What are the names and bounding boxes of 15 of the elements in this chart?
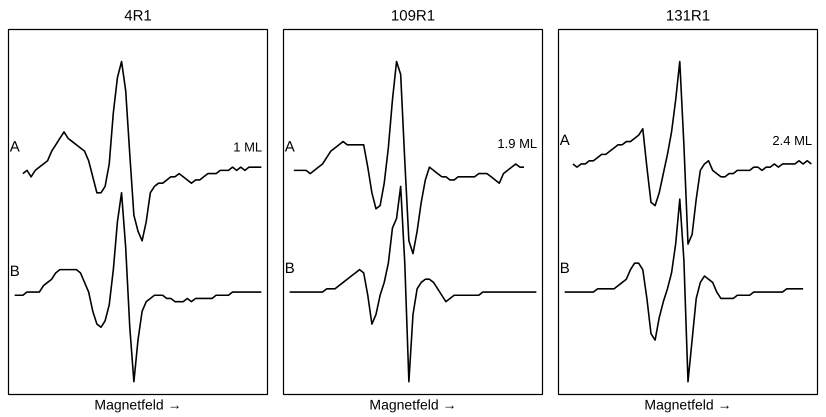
x-axis-title: Magnetfeld → — [94, 396, 182, 412]
series-label: B — [284, 260, 295, 278]
series-label: A — [10, 138, 20, 156]
chart-title: 131R1 — [666, 8, 710, 24]
series-label: B — [10, 263, 20, 280]
annotation: 1.9 ML — [497, 136, 538, 152]
x-axis-title: Magnetfeld → — [644, 396, 732, 412]
series-label: A — [284, 138, 295, 156]
chart-title: 4R1 — [124, 8, 152, 24]
x-axis-title: Magnetfeld → — [369, 396, 457, 412]
annotation: 1 ML — [233, 139, 262, 154]
series-label: B — [560, 260, 570, 278]
annotation: 2.4 ML — [772, 132, 812, 148]
series-label: A — [560, 132, 570, 149]
chart-title: 109R1 — [390, 8, 436, 24]
